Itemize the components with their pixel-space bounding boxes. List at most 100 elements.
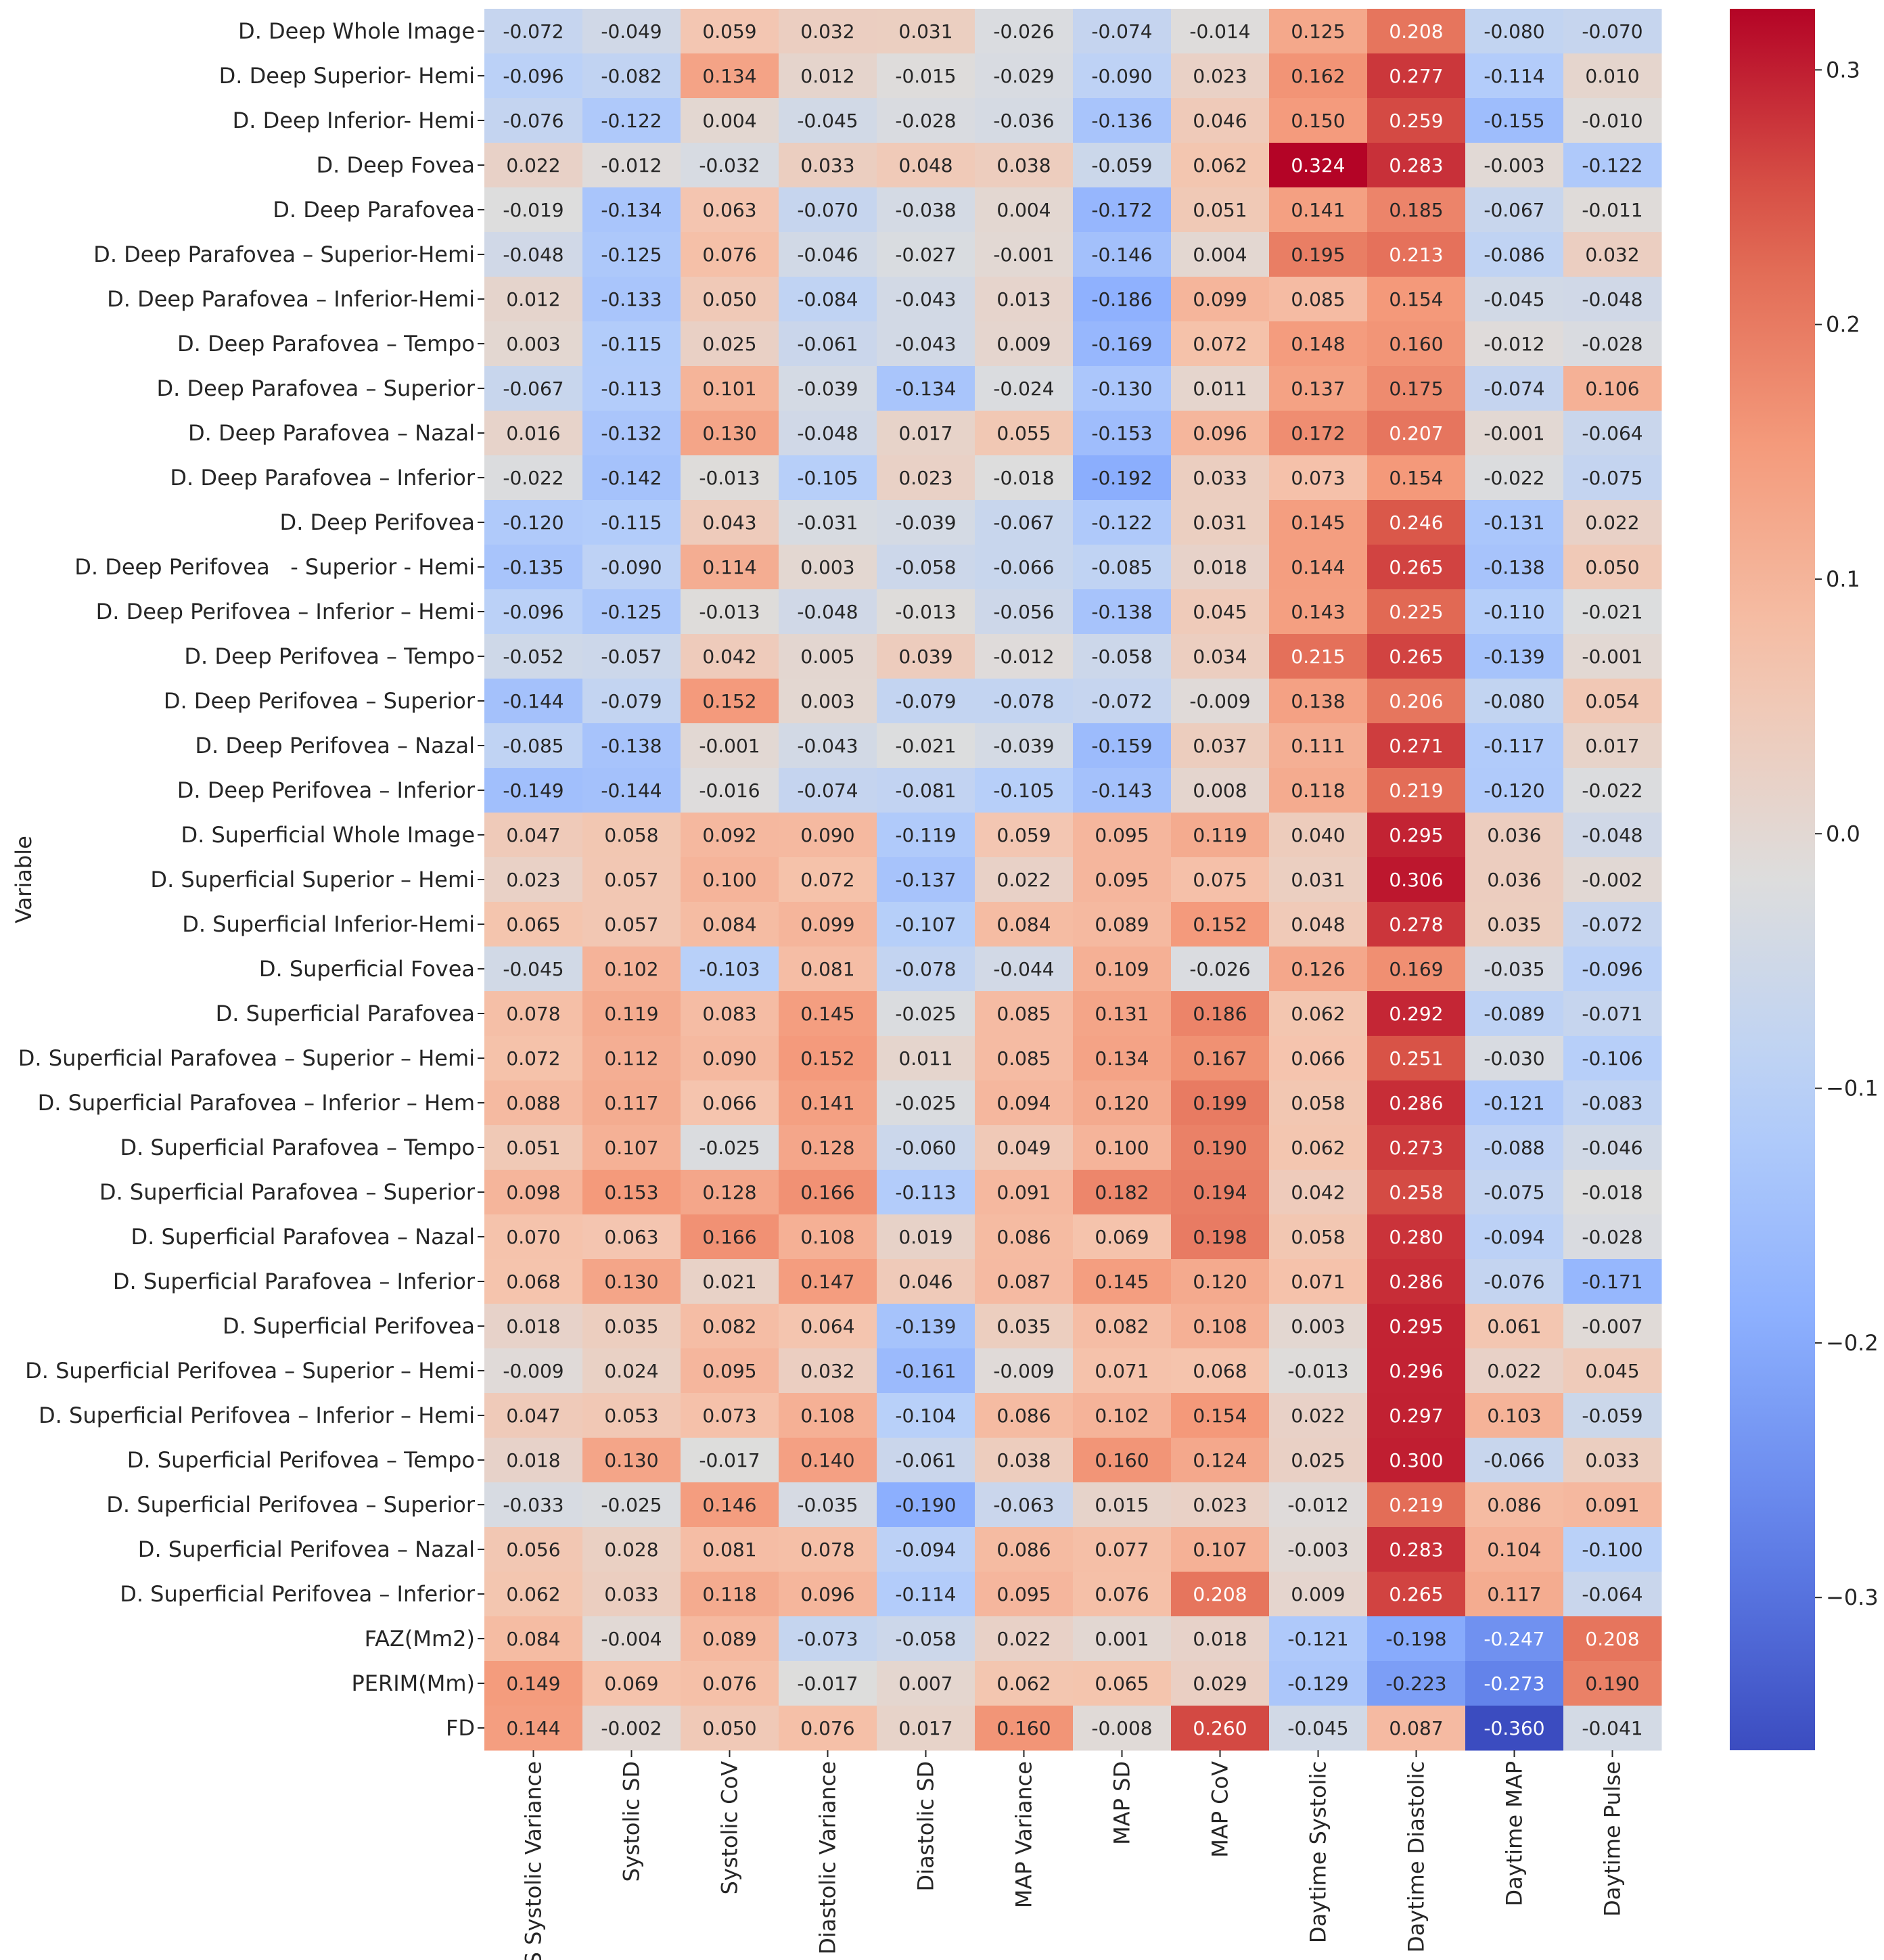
cell-value-label: -0.008 (1091, 1717, 1152, 1739)
cell-value-label: 0.160 (1389, 333, 1443, 355)
cell-value-label: -0.186 (1091, 288, 1152, 311)
cell-value-label: -0.085 (503, 735, 564, 757)
cell-value-label: 0.039 (898, 645, 952, 668)
heatmap-cell (1563, 679, 1662, 724)
heatmap-cell (1073, 1036, 1172, 1081)
cell-value-label: 0.032 (800, 20, 854, 43)
heatmap-cell (975, 1527, 1074, 1572)
heatmap-cell (582, 545, 681, 590)
heatmap-cell (1269, 545, 1368, 590)
heatmap-cell (681, 321, 779, 367)
cell-value-label: 0.078 (506, 1003, 560, 1025)
heatmap-cell (484, 1616, 583, 1662)
row-label: D. Superficial Parafovea (216, 1001, 475, 1026)
heatmap-cell (1171, 187, 1270, 233)
heatmap-cell (779, 1348, 877, 1394)
cell-value-label: -0.076 (503, 110, 564, 132)
row-label: FAZ(Mm2) (365, 1626, 475, 1651)
cell-value-label: 0.108 (1193, 1315, 1247, 1338)
heatmap-cell (877, 589, 975, 635)
cell-value-label: -0.082 (601, 65, 662, 87)
cell-value-label: -0.079 (601, 690, 662, 712)
cell-value-label: 0.273 (1389, 1137, 1443, 1159)
row-label: D. Deep Fovea (316, 152, 475, 178)
cell-value-label: -0.171 (1582, 1271, 1642, 1293)
heatmap-cell (975, 455, 1074, 501)
heatmap-cell (1563, 991, 1662, 1036)
heatmap-cell (975, 187, 1074, 233)
cell-value-label: -0.021 (1582, 601, 1642, 623)
heatmap-cell (484, 768, 583, 813)
heatmap-cell (1367, 366, 1466, 411)
cell-value-label: 0.018 (506, 1315, 560, 1338)
heatmap-cell (1367, 768, 1466, 813)
heatmap-cell (1367, 1661, 1466, 1706)
cell-value-label: 0.324 (1291, 154, 1345, 177)
column-label: Diastolic SD (913, 1761, 939, 1891)
cell-value-label: 0.059 (996, 824, 1051, 846)
heatmap-cell (1171, 991, 1270, 1036)
heatmap-cell (1465, 1080, 1564, 1126)
heatmap-cell (975, 1304, 1074, 1349)
cell-value-label: -0.121 (1484, 1092, 1544, 1114)
cell-value-label: 0.089 (702, 1628, 756, 1650)
cell-value-label: -0.135 (503, 556, 564, 578)
heatmap-cell (1367, 589, 1466, 635)
heatmap-cell (484, 9, 583, 54)
heatmap-cell (681, 589, 779, 635)
heatmap-cell (779, 1706, 877, 1751)
heatmap-cell (484, 187, 583, 233)
cell-value-label: -0.155 (1484, 110, 1544, 132)
heatmap-cell (1171, 723, 1270, 769)
heatmap-cell (975, 1348, 1074, 1394)
column-label: CVS Systolic Variance (521, 1761, 547, 1960)
cell-value-label: -0.061 (797, 333, 858, 355)
heatmap-cell (1269, 634, 1368, 679)
heatmap-cell (1171, 321, 1270, 367)
cell-value-label: 0.106 (1585, 378, 1639, 400)
heatmap-cell (877, 545, 975, 590)
cell-value-label: 0.085 (1291, 288, 1345, 311)
heatmap-cell (1171, 9, 1270, 54)
heatmap-cell (582, 500, 681, 545)
heatmap-cell (877, 723, 975, 769)
heatmap-cell (582, 1348, 681, 1394)
cell-value-label: -0.022 (1582, 779, 1642, 802)
y-axis-label: Variable (11, 836, 37, 924)
cell-value-label: -0.096 (503, 601, 564, 623)
heatmap-cell (484, 321, 583, 367)
cell-value-label: -0.115 (601, 511, 662, 534)
heatmap-cell (1563, 813, 1662, 858)
cell-value-label: -0.139 (895, 1315, 956, 1338)
heatmap-cell (877, 232, 975, 277)
cell-value-label: -0.028 (1582, 1226, 1642, 1248)
heatmap-cell (975, 53, 1074, 99)
row-label: D. Deep Perifovea (280, 509, 475, 535)
cell-value-label: -0.122 (601, 110, 662, 132)
heatmap-cell (1073, 902, 1172, 947)
heatmap-cell (681, 1616, 779, 1662)
cell-value-label: 0.036 (1487, 869, 1541, 891)
cell-value-label: -0.144 (503, 690, 564, 712)
row-label: D. Superficial Parafovea – Nazal (131, 1224, 475, 1250)
heatmap-cell (681, 1036, 779, 1081)
heatmap-cell (877, 1304, 975, 1349)
heatmap-cell (681, 277, 779, 322)
heatmap-cell (1073, 455, 1172, 501)
heatmap-cell (1269, 1661, 1368, 1706)
heatmap-cell (1073, 53, 1172, 99)
cell-value-label: -0.071 (1582, 1003, 1642, 1025)
heatmap-cell (1563, 1125, 1662, 1170)
heatmap-cell (1367, 277, 1466, 322)
heatmap-cell (681, 500, 779, 545)
cell-value-label: 0.195 (1291, 244, 1345, 266)
cell-value-label: -0.017 (699, 1449, 760, 1472)
heatmap-cell (877, 1036, 975, 1081)
cell-value-label: 0.086 (996, 1226, 1051, 1248)
cell-value-label: 0.117 (604, 1092, 658, 1114)
heatmap-cell (779, 455, 877, 501)
heatmap-cell (1171, 1170, 1270, 1215)
cell-value-label: -0.121 (1287, 1628, 1348, 1650)
cell-value-label: 0.009 (996, 333, 1051, 355)
cell-value-label: -0.007 (1582, 1315, 1642, 1338)
